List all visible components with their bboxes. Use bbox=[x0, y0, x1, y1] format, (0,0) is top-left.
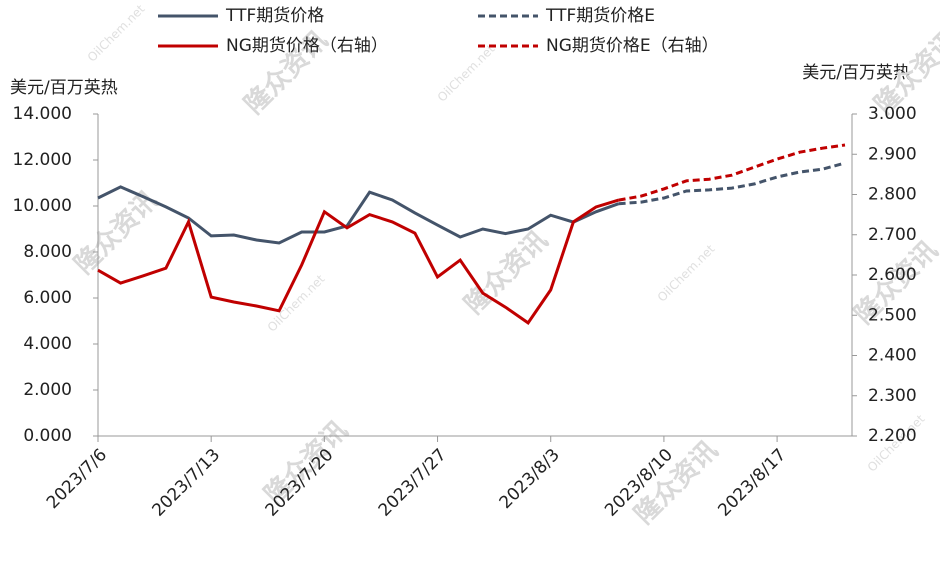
y-tick-label: 4.000 bbox=[23, 334, 72, 354]
legend-label: TTF期货价格 bbox=[225, 6, 324, 26]
y2-tick-label: 2.800 bbox=[868, 185, 917, 205]
y2-tick-label: 2.600 bbox=[868, 265, 917, 285]
watermark: OilChem.net bbox=[85, 2, 148, 65]
series-line bbox=[618, 161, 846, 206]
x-tick-label: 2023/7/27 bbox=[375, 445, 451, 521]
legend-label: NG期货价格E（右轴） bbox=[546, 36, 719, 56]
series-line bbox=[618, 143, 846, 202]
y-tick-label: 6.000 bbox=[23, 288, 72, 308]
y2-tick-label: 2.200 bbox=[868, 426, 917, 446]
y-axis-label: 美元/百万英热 bbox=[10, 78, 118, 98]
watermark: OilChem.net bbox=[265, 272, 328, 335]
series-line bbox=[97, 185, 620, 245]
y2-tick-label: 2.400 bbox=[868, 346, 917, 366]
y-tick-label: 12.000 bbox=[13, 150, 72, 170]
x-tick-label: 2023/7/13 bbox=[148, 445, 224, 521]
x-tick-label: 2023/8/17 bbox=[714, 445, 790, 521]
legend-label: TTF期货价格E bbox=[545, 6, 655, 26]
x-tick-label: 2023/8/3 bbox=[496, 445, 564, 513]
series-line bbox=[97, 198, 620, 325]
y2-tick-label: 2.900 bbox=[868, 144, 917, 164]
y2-tick-label: 2.300 bbox=[868, 386, 917, 406]
y-tick-label: 14.000 bbox=[13, 104, 72, 124]
y2-tick-label: 2.700 bbox=[868, 225, 917, 245]
y-tick-label: 0.000 bbox=[23, 426, 72, 446]
watermark: OilChem.net bbox=[655, 242, 718, 305]
y-tick-label: 8.000 bbox=[23, 242, 72, 262]
watermark: OilChem.net bbox=[435, 42, 498, 105]
y2-axis-label: 美元/百万英热 bbox=[802, 63, 910, 83]
y-tick-label: 10.000 bbox=[13, 196, 72, 216]
y2-tick-label: 3.000 bbox=[868, 104, 917, 124]
y-tick-label: 2.000 bbox=[23, 380, 72, 400]
legend-label: NG期货价格（右轴） bbox=[226, 36, 388, 56]
x-tick-label: 2023/7/6 bbox=[43, 445, 111, 513]
y2-tick-label: 2.500 bbox=[868, 305, 917, 325]
